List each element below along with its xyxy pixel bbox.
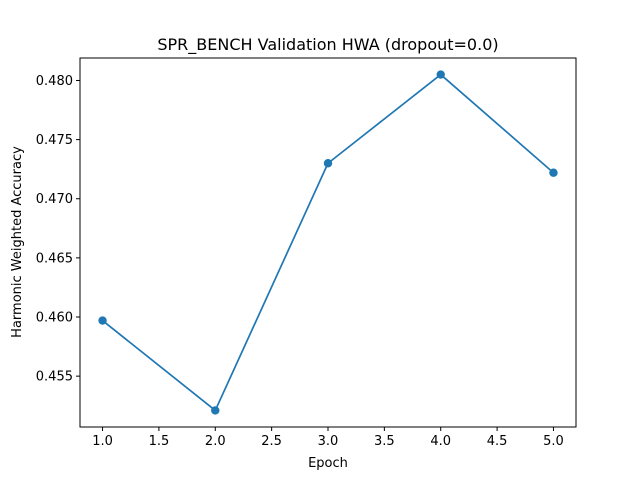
x-tick-label: 2.0	[205, 434, 226, 449]
y-tick-label: 0.455	[36, 370, 73, 385]
y-axis-label: Harmonic Weighted Accuracy	[10, 146, 25, 338]
x-tick-label: 2.5	[261, 434, 282, 449]
y-tick-label: 0.465	[36, 251, 73, 266]
x-axis: 1.0 1.5 2.0 2.5 3.0 3.5 4.0 4.5 5.0	[92, 427, 564, 449]
x-tick-label: 1.5	[149, 434, 170, 449]
x-tick-label: 4.0	[430, 434, 451, 449]
chart-title: SPR_BENCH Validation HWA (dropout=0.0)	[157, 35, 498, 55]
x-tick-label: 3.5	[374, 434, 395, 449]
x-tick-label: 1.0	[92, 434, 113, 449]
data-point	[323, 159, 333, 168]
data-point	[211, 406, 220, 415]
x-axis-label: Epoch	[308, 456, 348, 471]
y-tick-label: 0.480	[36, 74, 73, 89]
x-tick-label: 4.5	[487, 434, 508, 449]
plot-area-frame	[79, 57, 577, 428]
data-point	[98, 316, 107, 325]
series-layer	[98, 70, 558, 415]
data-point	[436, 70, 445, 79]
x-tick-label: 3.0	[318, 434, 339, 449]
y-tick-label: 0.470	[36, 192, 73, 207]
y-axis: 0.455 0.460 0.465 0.470 0.475 0.480	[36, 74, 80, 385]
x-tick-label: 5.0	[543, 434, 564, 449]
y-tick-label: 0.475	[36, 133, 73, 148]
data-point	[549, 168, 558, 177]
y-tick-label: 0.460	[36, 311, 73, 326]
series-line	[102, 73, 555, 412]
